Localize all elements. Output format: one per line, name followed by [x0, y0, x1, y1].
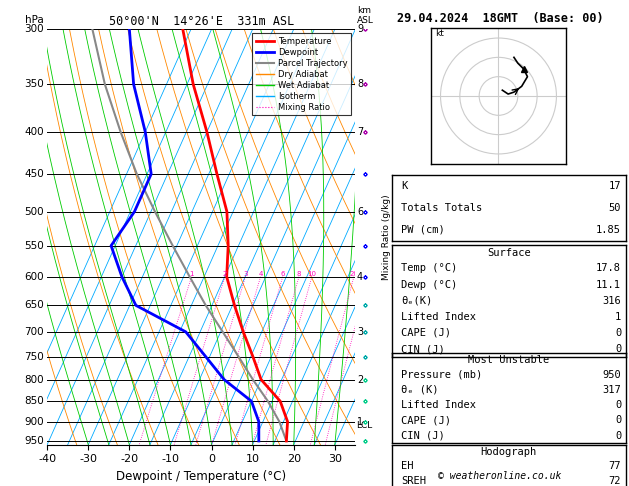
Text: 0: 0: [615, 431, 621, 441]
Text: 8: 8: [357, 79, 363, 89]
Text: 350: 350: [25, 79, 44, 89]
Text: LCL: LCL: [357, 421, 373, 430]
Text: 3: 3: [243, 271, 248, 277]
Text: Dewp (°C): Dewp (°C): [401, 279, 457, 290]
Text: K: K: [401, 181, 408, 191]
Text: 650: 650: [25, 300, 44, 311]
Text: 6: 6: [357, 207, 363, 217]
Text: 8: 8: [297, 271, 301, 277]
Text: Surface: Surface: [487, 248, 531, 258]
Text: 850: 850: [25, 396, 44, 406]
Text: Temp (°C): Temp (°C): [401, 263, 457, 274]
Text: Totals Totals: Totals Totals: [401, 203, 482, 213]
Text: hPa: hPa: [25, 15, 44, 25]
Text: Most Unstable: Most Unstable: [468, 355, 550, 365]
Text: 9: 9: [357, 24, 363, 34]
Title: 50°00'N  14°26'E  331m ASL: 50°00'N 14°26'E 331m ASL: [109, 15, 294, 28]
Text: 17.8: 17.8: [596, 263, 621, 274]
Text: Lifted Index: Lifted Index: [401, 400, 476, 410]
Text: 700: 700: [25, 327, 44, 337]
Text: CIN (J): CIN (J): [401, 431, 445, 441]
Text: SREH: SREH: [401, 476, 426, 486]
Text: 400: 400: [25, 127, 44, 137]
Text: 0: 0: [615, 416, 621, 425]
Text: Lifted Index: Lifted Index: [401, 312, 476, 322]
Text: 1.85: 1.85: [596, 225, 621, 235]
Text: EH: EH: [401, 461, 414, 471]
Text: 900: 900: [25, 417, 44, 427]
Text: 77: 77: [609, 461, 621, 471]
Text: 50: 50: [609, 203, 621, 213]
Text: CAPE (J): CAPE (J): [401, 328, 451, 338]
Text: 3: 3: [357, 327, 363, 337]
Text: 4: 4: [357, 272, 363, 282]
Text: θₑ(K): θₑ(K): [401, 295, 433, 306]
Text: 0: 0: [615, 400, 621, 410]
Text: 600: 600: [25, 272, 44, 282]
Text: 0: 0: [615, 328, 621, 338]
Text: 500: 500: [25, 207, 44, 217]
Text: 550: 550: [25, 241, 44, 251]
Text: 7: 7: [357, 127, 363, 137]
Text: 20: 20: [350, 271, 359, 277]
Text: © weatheronline.co.uk: © weatheronline.co.uk: [438, 471, 562, 481]
Text: km
ASL: km ASL: [357, 6, 374, 25]
Text: 72: 72: [609, 476, 621, 486]
Text: 1: 1: [189, 271, 194, 277]
Text: kt: kt: [435, 29, 443, 38]
Text: 300: 300: [25, 24, 44, 34]
Text: 0: 0: [615, 344, 621, 354]
Text: 950: 950: [25, 436, 44, 446]
Text: 800: 800: [25, 375, 44, 384]
Text: Hodograph: Hodograph: [481, 447, 537, 456]
Text: 29.04.2024  18GMT  (Base: 00): 29.04.2024 18GMT (Base: 00): [397, 12, 603, 25]
Text: Mixing Ratio (g/kg): Mixing Ratio (g/kg): [382, 194, 391, 280]
Text: 2: 2: [357, 375, 363, 384]
Text: 1: 1: [615, 312, 621, 322]
Text: 950: 950: [603, 370, 621, 380]
Text: CIN (J): CIN (J): [401, 344, 445, 354]
Text: 450: 450: [25, 169, 44, 179]
Text: Pressure (mb): Pressure (mb): [401, 370, 482, 380]
Text: 316: 316: [603, 295, 621, 306]
Text: 11.1: 11.1: [596, 279, 621, 290]
Text: PW (cm): PW (cm): [401, 225, 445, 235]
Text: θₑ (K): θₑ (K): [401, 385, 438, 395]
X-axis label: Dewpoint / Temperature (°C): Dewpoint / Temperature (°C): [116, 470, 286, 483]
Legend: Temperature, Dewpoint, Parcel Trajectory, Dry Adiabat, Wet Adiabat, Isotherm, Mi: Temperature, Dewpoint, Parcel Trajectory…: [252, 34, 351, 116]
Text: 10: 10: [308, 271, 316, 277]
Text: 1: 1: [357, 417, 363, 427]
Text: CAPE (J): CAPE (J): [401, 416, 451, 425]
Text: 6: 6: [281, 271, 285, 277]
Text: 2: 2: [223, 271, 227, 277]
Text: 750: 750: [25, 351, 44, 362]
Text: 17: 17: [609, 181, 621, 191]
Text: 317: 317: [603, 385, 621, 395]
Text: 4: 4: [259, 271, 263, 277]
